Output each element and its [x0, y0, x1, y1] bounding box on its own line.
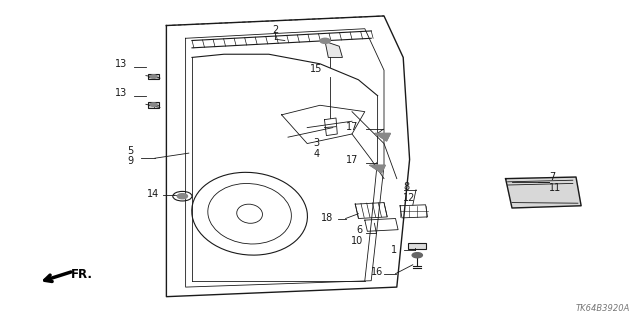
- Circle shape: [412, 253, 422, 258]
- Text: 17: 17: [346, 122, 358, 132]
- Text: 12: 12: [403, 193, 415, 203]
- FancyBboxPatch shape: [408, 243, 426, 249]
- Polygon shape: [375, 133, 390, 141]
- Circle shape: [320, 38, 330, 43]
- Text: 10: 10: [351, 236, 363, 246]
- Text: 6: 6: [356, 225, 363, 235]
- Text: 16: 16: [371, 267, 383, 277]
- FancyBboxPatch shape: [148, 74, 159, 79]
- Text: 15: 15: [310, 64, 323, 74]
- Circle shape: [150, 103, 157, 106]
- Text: TK64B3920A: TK64B3920A: [576, 304, 630, 313]
- Text: 14: 14: [147, 189, 159, 199]
- Circle shape: [150, 75, 157, 78]
- Polygon shape: [325, 41, 342, 57]
- Text: FR.: FR.: [70, 269, 92, 281]
- Text: 7: 7: [549, 172, 556, 182]
- Polygon shape: [370, 165, 385, 173]
- Text: 8: 8: [403, 182, 410, 192]
- Text: 11: 11: [549, 182, 561, 193]
- Text: 2: 2: [272, 25, 278, 35]
- Text: 1: 1: [390, 245, 397, 255]
- Text: 9: 9: [127, 156, 133, 166]
- Text: 17: 17: [346, 155, 358, 166]
- Text: 5: 5: [127, 146, 133, 156]
- Text: 3: 3: [313, 138, 319, 148]
- Circle shape: [177, 194, 188, 199]
- Polygon shape: [506, 177, 581, 208]
- Text: 13: 13: [115, 59, 127, 69]
- Text: 18: 18: [321, 212, 333, 223]
- Text: 13: 13: [115, 87, 127, 98]
- FancyBboxPatch shape: [148, 102, 159, 108]
- Text: 4: 4: [313, 149, 319, 159]
